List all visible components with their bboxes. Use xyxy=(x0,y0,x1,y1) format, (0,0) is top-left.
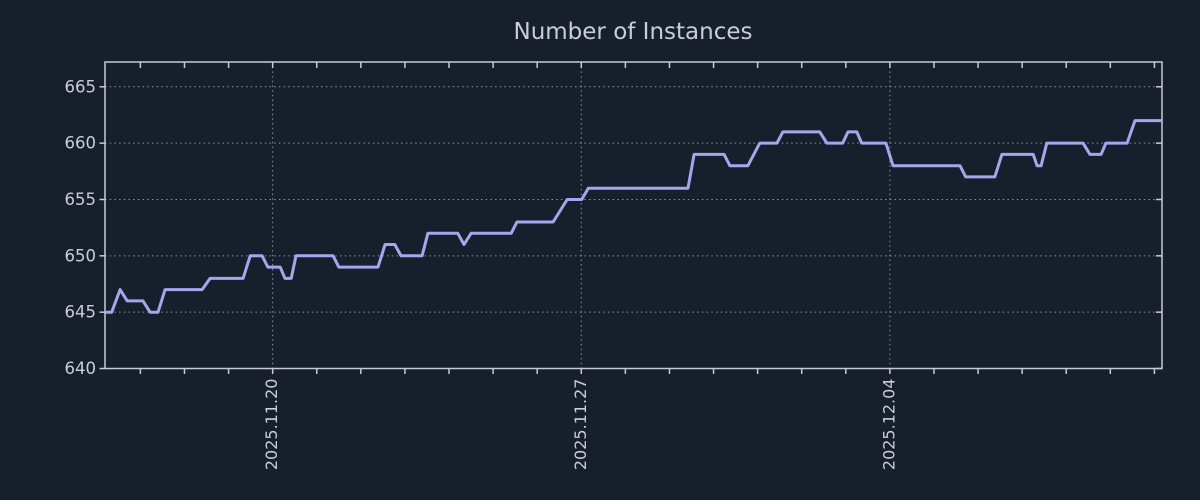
axes-layer xyxy=(99,61,1163,374)
y-tick-label: 650 xyxy=(65,246,97,265)
series-line-instances xyxy=(105,119,1162,314)
y-tick-label: 645 xyxy=(65,303,97,322)
y-tick-label: 640 xyxy=(65,359,97,378)
x-tick-label: 2025.11.27 xyxy=(571,379,590,471)
chart-title: Number of Instances xyxy=(514,19,753,45)
plot-border xyxy=(104,61,1163,370)
x-tick-label: 2025.11.20 xyxy=(262,379,281,471)
y-tick-label: 660 xyxy=(65,134,97,153)
y-tick-label: 665 xyxy=(65,77,97,96)
x-tick-label: 2025.12.04 xyxy=(879,379,898,471)
y-tick-label: 655 xyxy=(65,190,97,209)
tick-labels-layer: 640 645 650 655 660 665 2025.11.20 2025.11.27 20… xyxy=(65,77,899,470)
